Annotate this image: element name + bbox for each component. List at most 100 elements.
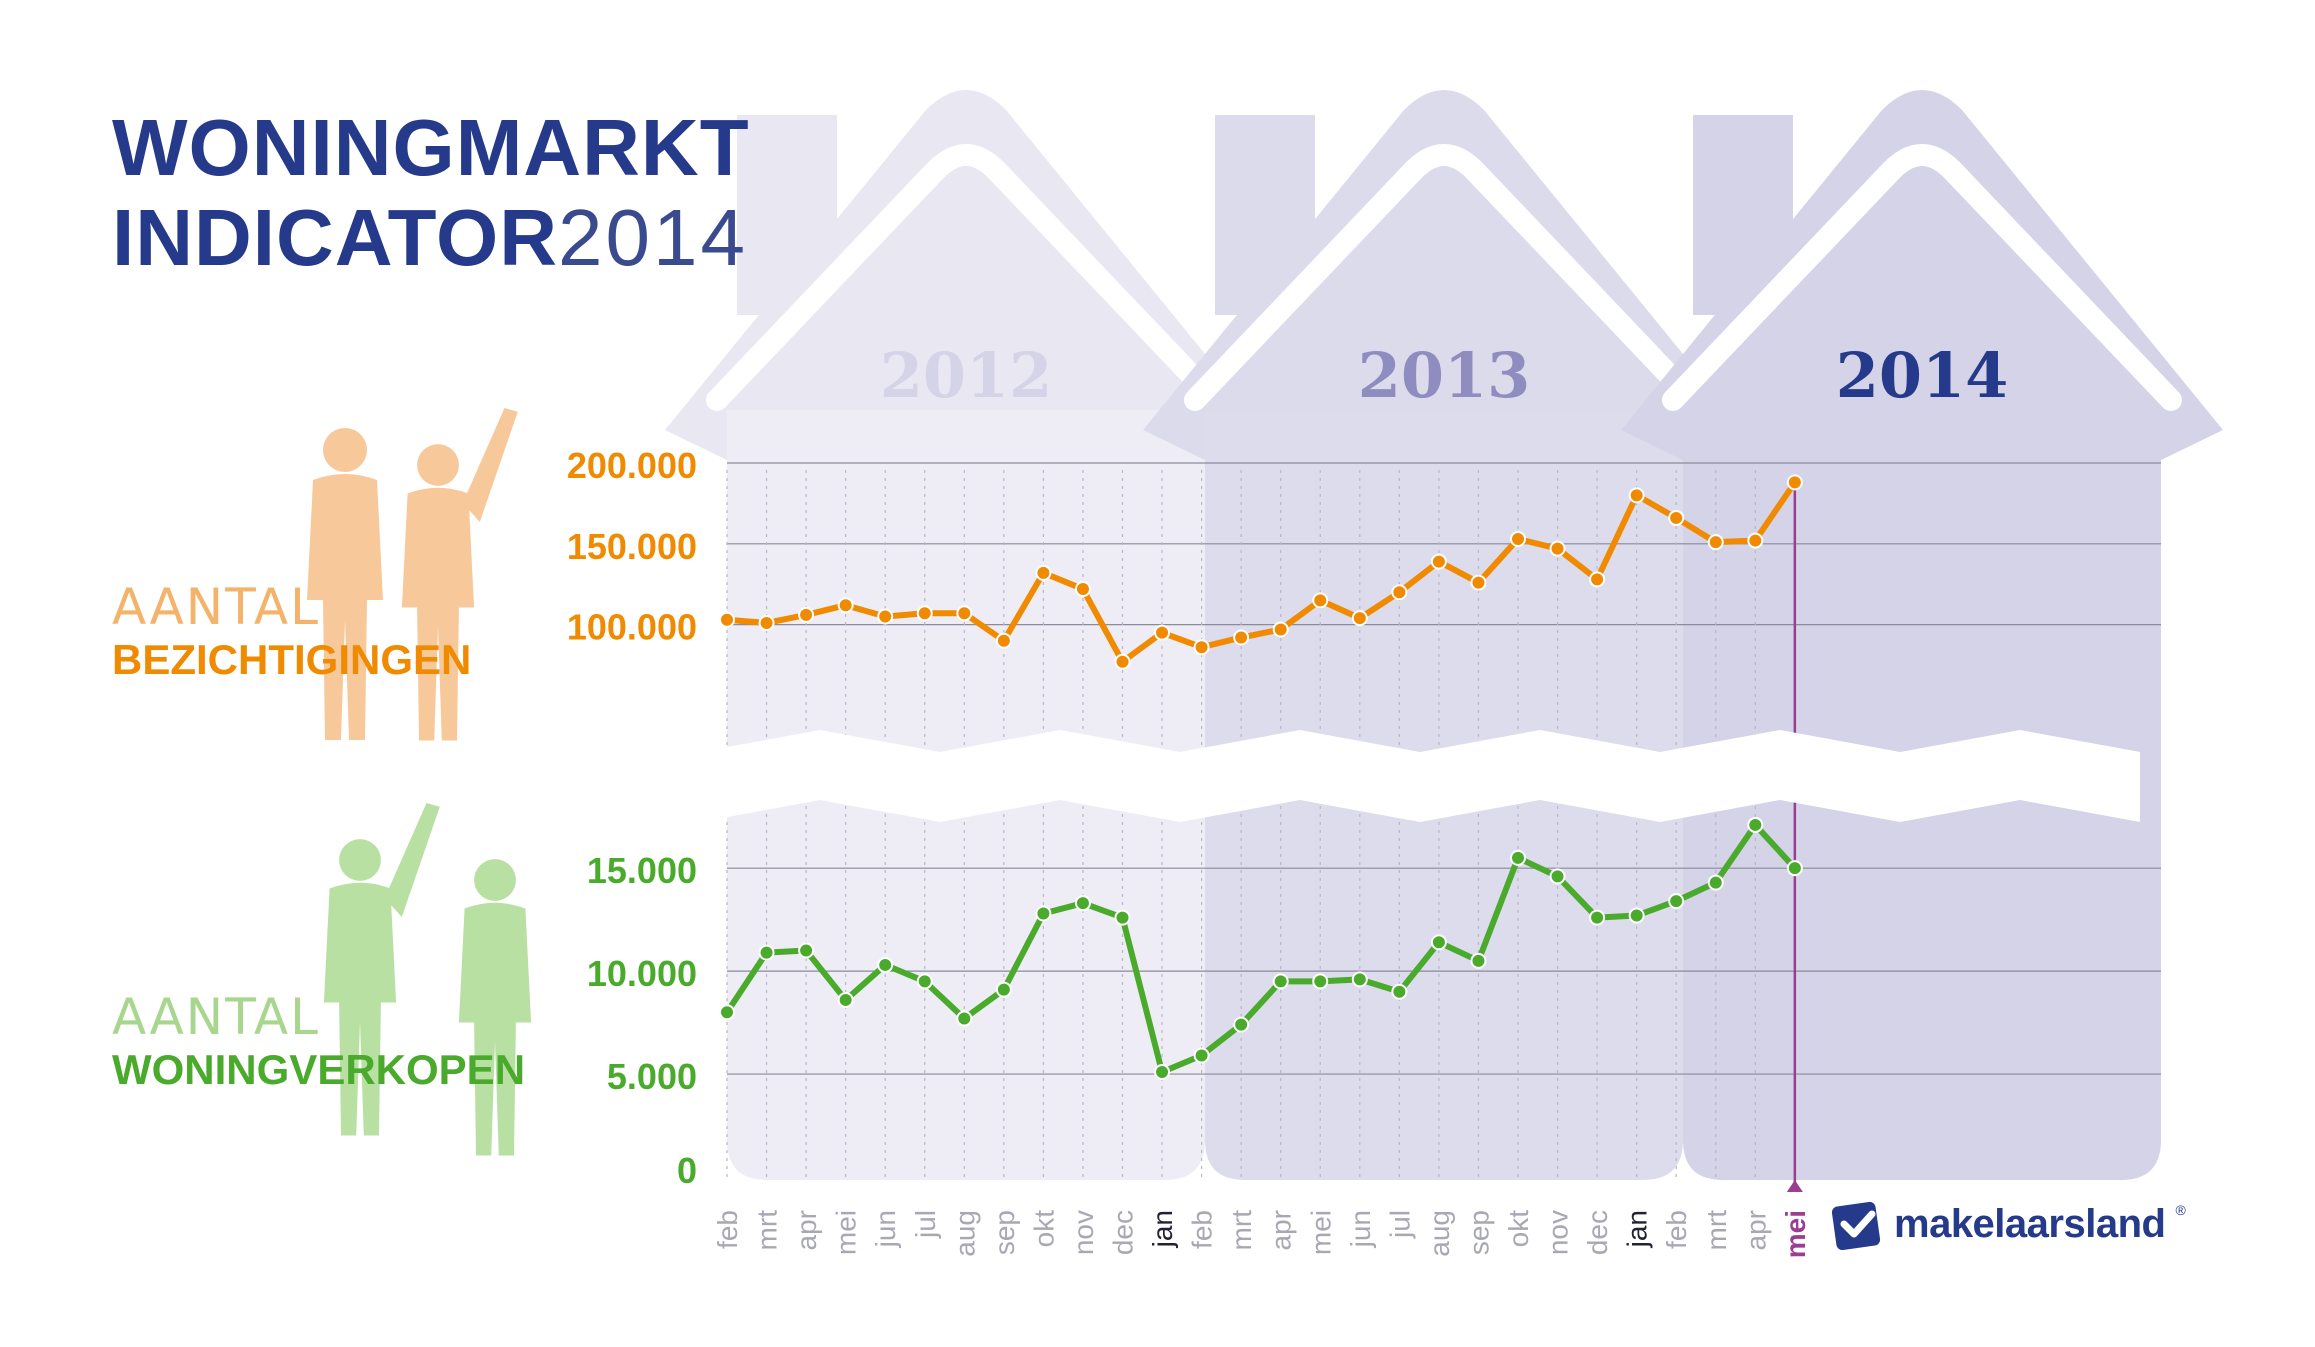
x-tick-label: jul xyxy=(910,1210,941,1239)
year-labels: 2012 2013 2014 xyxy=(880,339,2009,412)
x-tick-label: mei xyxy=(1780,1210,1811,1258)
x-tick-label: mrt xyxy=(1701,1210,1732,1251)
bezichtigingen-line xyxy=(724,479,1798,665)
woningverkopen-point xyxy=(1430,934,1447,951)
label-woningverkopen-thin: AANTAL xyxy=(112,988,320,1046)
woningverkopen-point xyxy=(956,1010,973,1027)
x-tick-label: dec xyxy=(1108,1210,1139,1255)
body xyxy=(307,474,383,740)
y-tick-label-woningverkopen: 5.000 xyxy=(607,1056,697,1097)
x-tick-label: jul xyxy=(1384,1210,1415,1239)
x-tick-label: mrt xyxy=(752,1210,783,1251)
year-label-2012: 2012 xyxy=(880,339,1053,412)
highlight-arrow xyxy=(1786,1180,1803,1192)
roof-stripe xyxy=(1184,144,1704,411)
woningverkopen-point xyxy=(1312,973,1329,990)
x-tick-label: jun xyxy=(1345,1210,1376,1248)
bezichtigingen-point xyxy=(1628,487,1645,504)
y-tick-labels: 200.000 150.000 100.000 15.000 10.000 5.000 0 xyxy=(567,445,697,1191)
bezichtigingen-point xyxy=(758,614,775,631)
x-tick-label: feb xyxy=(1661,1210,1692,1249)
bezichtigingen-point xyxy=(1233,629,1250,646)
bezichtigingen-point xyxy=(1154,624,1171,641)
woningverkopen-point xyxy=(1707,874,1724,891)
bezichtigingen-point xyxy=(798,606,815,623)
y-tick-label-woningverkopen: 10.000 xyxy=(587,953,697,994)
title-indicator: INDICATOR xyxy=(112,193,559,282)
roof xyxy=(1621,90,2223,460)
year-label-2013: 2013 xyxy=(1358,339,1531,412)
body xyxy=(401,487,475,741)
person-bezichtigingen-left xyxy=(307,428,383,740)
bezichtigingen-point xyxy=(719,611,735,628)
bezichtigingen-point xyxy=(916,605,933,622)
y-tick-label-bezichtigingen: 200.000 xyxy=(567,445,697,486)
x-tick-label: feb xyxy=(712,1210,743,1249)
bezichtigingen-point xyxy=(1589,571,1606,588)
roof-stripe xyxy=(1662,144,2182,411)
woningverkopen-point xyxy=(995,981,1012,998)
x-tick-label: jun xyxy=(870,1210,901,1248)
woningverkopen-point xyxy=(1589,909,1606,926)
person-woningverkopen-left xyxy=(323,803,440,1136)
bezichtigingen-point xyxy=(1430,553,1447,570)
y-tick-label-bezichtigingen: 100.000 xyxy=(567,607,697,648)
label-woningverkopen-bold: WONINGVERKOPEN xyxy=(112,1046,526,1093)
woningverkopen-point xyxy=(1747,816,1764,833)
woningverkopen-point xyxy=(1114,909,1131,926)
bezichtigingen-point xyxy=(877,608,894,625)
body xyxy=(323,882,397,1136)
logo-text: makelaarsland xyxy=(1894,1201,2166,1246)
woningverkopen-point xyxy=(1786,860,1803,877)
woningverkopen-point xyxy=(1272,973,1289,990)
person-woningverkopen-right xyxy=(458,859,532,1156)
woningverkopen-point xyxy=(1193,1047,1210,1064)
bezichtigingen-point xyxy=(1470,574,1487,591)
raised-arm xyxy=(384,803,440,917)
year-house-backgrounds xyxy=(665,90,2223,1180)
x-tick-label: mei xyxy=(1305,1210,1336,1255)
x-month-labels: feb mrt apr mei jun jul aug sep okt nov dec jan feb m… xyxy=(712,1210,1811,1258)
series-bezichtigingen xyxy=(719,474,1803,670)
woningverkopen-point xyxy=(1233,1016,1250,1033)
head xyxy=(339,839,381,881)
bezichtigingen-point xyxy=(956,605,973,622)
bezichtigingen-point xyxy=(1351,610,1368,627)
woningverkopen-point xyxy=(1074,895,1091,912)
x-tick-label: nov xyxy=(1068,1210,1099,1255)
x-tick-label: mei xyxy=(831,1210,862,1255)
house-2013 xyxy=(1143,90,1745,1180)
x-tick-label: dec xyxy=(1582,1210,1613,1255)
woningverkopen-point xyxy=(1351,971,1368,988)
label-bezichtigingen-thin: AANTAL xyxy=(112,578,320,636)
makelaarsland-logo: makelaarsland ® xyxy=(1832,1198,2186,1250)
woningverkopen-point xyxy=(758,944,775,961)
woningverkopen-point xyxy=(798,942,815,959)
woningverkopen-point xyxy=(877,956,894,973)
head xyxy=(323,428,367,472)
woningverkopen-point xyxy=(1549,868,1566,885)
bezichtigingen-point xyxy=(1668,509,1685,526)
x-tick-label: apr xyxy=(1266,1210,1297,1250)
bezichtigingen-point xyxy=(1074,581,1091,598)
raised-arm xyxy=(462,408,518,522)
bezichtigingen-point xyxy=(1707,534,1724,551)
x-tick-label: mrt xyxy=(1226,1210,1257,1251)
x-tick-label: jan xyxy=(1147,1210,1178,1248)
people-silhouettes xyxy=(307,408,532,1156)
bezichtigingen-point xyxy=(1312,592,1329,609)
x-tick-label: aug xyxy=(949,1210,980,1257)
bezichtigingen-point xyxy=(1510,530,1526,547)
page-title-line1: WONINGMARKT xyxy=(112,103,750,192)
roof xyxy=(1143,90,1745,460)
bezichtigingen-point xyxy=(837,597,854,614)
person-bezichtigingen-right xyxy=(401,408,518,741)
house-2014 xyxy=(1621,90,2223,1180)
y-tick-label-woningverkopen: 0 xyxy=(677,1150,697,1191)
head xyxy=(417,444,459,486)
house-check-icon xyxy=(1832,1201,1881,1250)
woningverkopen-point xyxy=(1391,983,1408,1000)
bezichtigingen-point xyxy=(1272,621,1289,638)
bezichtigingen-point xyxy=(1747,532,1764,549)
